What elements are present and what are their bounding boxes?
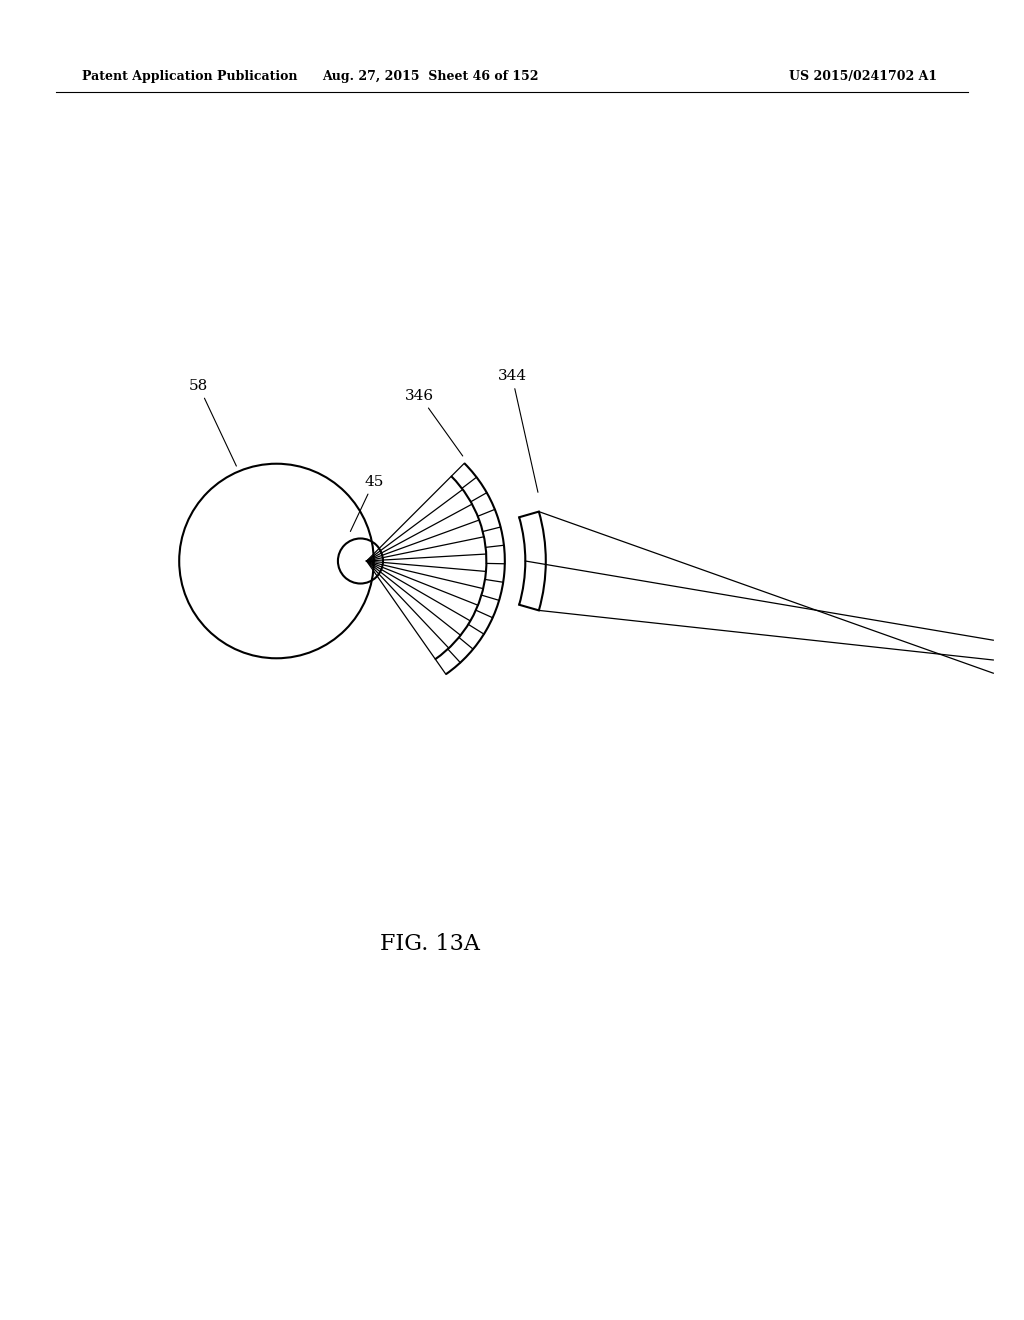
Text: 58: 58 — [189, 379, 237, 466]
Text: Aug. 27, 2015  Sheet 46 of 152: Aug. 27, 2015 Sheet 46 of 152 — [322, 70, 539, 83]
Text: 344: 344 — [498, 370, 538, 492]
Text: 346: 346 — [406, 389, 463, 455]
Text: FIG. 13A: FIG. 13A — [380, 933, 480, 954]
Text: Patent Application Publication: Patent Application Publication — [82, 70, 297, 83]
Text: US 2015/0241702 A1: US 2015/0241702 A1 — [788, 70, 937, 83]
Text: 45: 45 — [350, 475, 383, 532]
